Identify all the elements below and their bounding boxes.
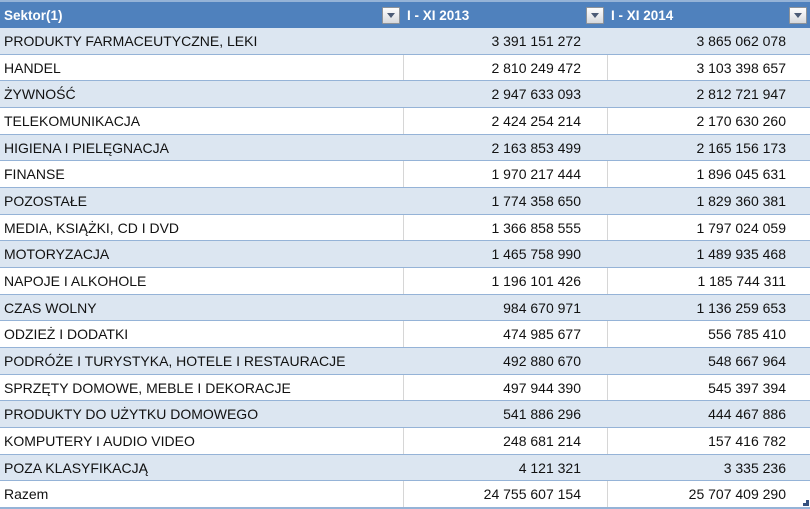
sector-cell[interactable]: NAPOJE I ALKOHOLE <box>4 272 147 289</box>
table-row: HANDEL 2 810 249 472 3 103 398 657 <box>0 54 810 82</box>
table-row: KOMPUTERY I AUDIO VIDEO 248 681 214 157 … <box>0 428 810 455</box>
value-2013-cell[interactable]: 1 774 358 650 <box>491 192 581 209</box>
header-label-2013: I - XI 2013 <box>407 7 470 23</box>
sector-cell[interactable]: HIGIENA I PIELĘGNACJA <box>4 139 169 156</box>
table-row: POZA KLASYFIKACJĄ 4 121 321 3 335 236 <box>0 454 810 482</box>
header-cell-2014[interactable]: I - XI 2014 <box>607 2 810 28</box>
sector-cell[interactable]: PRODUKTY FARMACEUTYCZNE, LEKI <box>4 32 258 49</box>
table-row: MEDIA, KSIĄŻKI, CD I DVD 1 366 858 555 1… <box>0 214 810 242</box>
table-row-total: Razem 24 755 607 154 25 707 409 290 <box>0 481 810 509</box>
value-2014-cell[interactable]: 1 896 045 631 <box>607 161 810 188</box>
value-2014-cell[interactable]: 25 707 409 290 <box>607 481 810 508</box>
table-row: NAPOJE I ALKOHOLE 1 196 101 426 1 185 74… <box>0 268 810 295</box>
value-2014-cell[interactable]: 3 865 062 078 <box>696 32 786 49</box>
table-row: PRODUKTY DO UŻYTKU DOMOWEGO 541 886 296 … <box>0 401 810 429</box>
sector-cell[interactable]: SPRZĘTY DOMOWE, MEBLE I DEKORACJE <box>4 379 291 396</box>
header-cell-sektor[interactable]: Sektor(1) <box>0 2 403 28</box>
value-2014-cell[interactable]: 1 797 024 059 <box>607 214 810 241</box>
header-cell-2013[interactable]: I - XI 2013 <box>403 2 607 28</box>
sector-cell[interactable]: ODZIEŻ I DODATKI <box>4 326 129 343</box>
filter-dropdown-arrow-icon <box>591 12 599 18</box>
table-row: POZOSTAŁE 1 774 358 650 1 829 360 381 <box>0 188 810 215</box>
table-resize-handle[interactable] <box>803 500 809 506</box>
value-2013-cell[interactable]: 1 465 758 990 <box>491 246 581 263</box>
value-2013-cell[interactable]: 497 944 390 <box>403 374 607 401</box>
sector-cell[interactable]: TELEKOMUNIKACJA <box>4 112 141 129</box>
value-2014-cell[interactable]: 545 397 394 <box>607 374 810 401</box>
value-2013-cell[interactable]: 3 391 151 272 <box>491 32 581 49</box>
sector-cell[interactable]: PRODUKTY DO UŻYTKU DOMOWEGO <box>4 406 259 423</box>
sector-cell[interactable]: ŻYWNOŚĆ <box>4 86 76 103</box>
value-2014-cell[interactable]: 1 489 935 468 <box>696 246 786 263</box>
table-row: MOTORYZACJA 1 465 758 990 1 489 935 468 <box>0 241 810 269</box>
value-2013-cell[interactable]: 2 947 633 093 <box>491 86 581 103</box>
table-row: HIGIENA I PIELĘGNACJA 2 163 853 499 2 16… <box>0 134 810 162</box>
value-2013-cell[interactable]: 248 681 214 <box>403 428 607 454</box>
filter-dropdown-arrow-icon <box>387 12 395 18</box>
value-2014-cell[interactable]: 444 467 886 <box>708 406 786 423</box>
table-row: PRODUKTY FARMACEUTYCZNE, LEKI 3 391 151 … <box>0 28 810 55</box>
sector-cell[interactable]: Razem <box>4 486 49 503</box>
table-row: ŻYWNOŚĆ 2 947 633 093 2 812 721 947 <box>0 81 810 109</box>
filter-2013-button[interactable] <box>586 6 604 24</box>
sector-cell[interactable]: MEDIA, KSIĄŻKI, CD I DVD <box>4 219 180 236</box>
value-2014-cell[interactable]: 3 103 398 657 <box>607 54 810 81</box>
sector-cell[interactable]: POZA KLASYFIKACJĄ <box>4 459 148 476</box>
value-2013-cell[interactable]: 1 366 858 555 <box>403 214 607 241</box>
filter-2014-button[interactable] <box>789 6 807 24</box>
table-row: FINANSE 1 970 217 444 1 896 045 631 <box>0 161 810 189</box>
sector-cell[interactable]: FINANSE <box>4 166 65 183</box>
table-row: CZAS WOLNY 984 670 971 1 136 259 653 <box>0 294 810 322</box>
value-2014-cell[interactable]: 556 785 410 <box>607 321 810 348</box>
header-label-2014: I - XI 2014 <box>611 7 674 23</box>
value-2013-cell[interactable]: 1 196 101 426 <box>403 268 607 294</box>
value-2014-cell[interactable]: 1 185 744 311 <box>607 268 810 294</box>
value-2013-cell[interactable]: 1 970 217 444 <box>403 161 607 188</box>
header-label-sektor: Sektor(1) <box>4 7 63 23</box>
value-2013-cell[interactable]: 2 810 249 472 <box>403 54 607 81</box>
table-row: ODZIEŻ I DODATKI 474 985 677 556 785 410 <box>0 321 810 349</box>
value-2014-cell[interactable]: 157 416 782 <box>607 428 810 454</box>
table-row: PODRÓŻE I TURYSTYKA, HOTELE I RESTAURACJ… <box>0 348 810 375</box>
value-2014-cell[interactable]: 2 170 630 260 <box>607 108 810 134</box>
value-2013-cell[interactable]: 2 424 254 214 <box>403 108 607 134</box>
table-body: PRODUKTY FARMACEUTYCZNE, LEKI 3 391 151 … <box>0 28 810 509</box>
value-2013-cell[interactable]: 541 886 296 <box>503 406 581 423</box>
table-row: TELEKOMUNIKACJA 2 424 254 214 2 170 630 … <box>0 108 810 135</box>
value-2014-cell[interactable]: 2 812 721 947 <box>696 86 786 103</box>
table-row: SPRZĘTY DOMOWE, MEBLE I DEKORACJE 497 94… <box>0 374 810 402</box>
sector-cell[interactable]: KOMPUTERY I AUDIO VIDEO <box>4 432 195 449</box>
table-header-row: Sektor(1) I - XI 2013 I - XI 2014 <box>0 2 810 28</box>
value-2013-cell[interactable]: 4 121 321 <box>518 459 581 476</box>
value-2014-cell[interactable]: 1 136 259 653 <box>696 299 786 316</box>
filter-dropdown-arrow-icon <box>794 12 802 18</box>
value-2014-cell[interactable]: 3 335 236 <box>723 459 786 476</box>
table-top-border <box>0 0 810 2</box>
value-2014-cell[interactable]: 548 667 964 <box>708 352 786 369</box>
value-2013-cell[interactable]: 24 755 607 154 <box>403 481 607 508</box>
sector-cell[interactable]: PODRÓŻE I TURYSTYKA, HOTELE I RESTAURACJ… <box>4 352 346 369</box>
value-2013-cell[interactable]: 984 670 971 <box>503 299 581 316</box>
filter-sektor-button[interactable] <box>382 6 400 24</box>
value-2013-cell[interactable]: 492 880 670 <box>503 352 581 369</box>
value-2014-cell[interactable]: 1 829 360 381 <box>696 192 786 209</box>
value-2013-cell[interactable]: 2 163 853 499 <box>491 139 581 156</box>
value-2013-cell[interactable]: 474 985 677 <box>403 321 607 348</box>
value-2014-cell[interactable]: 2 165 156 173 <box>696 139 786 156</box>
sector-cell[interactable]: POZOSTAŁE <box>4 192 87 209</box>
sector-cell[interactable]: HANDEL <box>4 59 61 76</box>
sector-cell[interactable]: CZAS WOLNY <box>4 299 97 316</box>
sector-cell[interactable]: MOTORYZACJA <box>4 246 110 263</box>
